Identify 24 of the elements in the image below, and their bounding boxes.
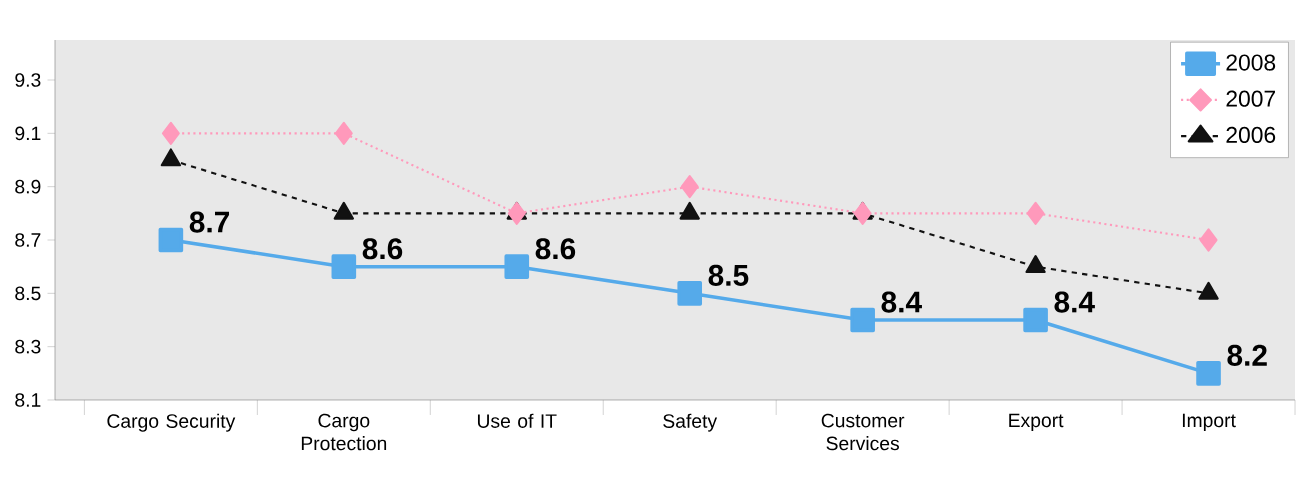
data-label: 8.6 [535,238,576,260]
x-tick-label: Import [1182,413,1236,432]
x-tick-label: Export [1009,413,1064,432]
y-tick-label: 8.3 [15,339,41,354]
data-label: 8.4 [881,291,922,313]
data-label: 8.5 [708,264,749,286]
x-tick-label: Use of IT [477,413,557,428]
x-tick-label: Cargo Security [107,413,236,432]
x-tick-label: Cargo Protection [301,413,387,451]
legend-label: 2007 [1226,90,1275,107]
x-tick-label: Safety [663,413,718,432]
x-tick-label: Customer Services [821,413,905,451]
y-tick-label: 8.5 [15,286,41,301]
y-tick-label: 9.1 [15,126,41,141]
y-tick-label: 9.3 [15,73,41,87]
data-label: 8.6 [362,238,403,260]
data-label: 8.4 [1054,291,1095,313]
y-tick-label: 8.1 [15,393,41,407]
legend-label: 2008 [1226,54,1276,71]
data-label: 8.2 [1227,344,1267,366]
y-tick-label: 8.7 [15,233,41,247]
y-tick-label: 8.9 [15,179,41,194]
legend-label: 2006 [1226,126,1276,143]
data-label: 8.7 [189,211,230,233]
